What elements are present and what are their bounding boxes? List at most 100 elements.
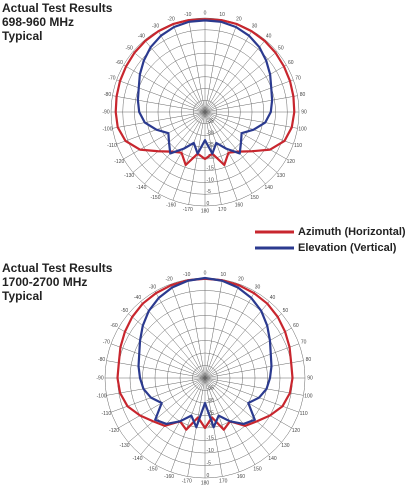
spoke: [170, 283, 206, 379]
spoke: [157, 30, 206, 113]
chart-title-line: Actual Test Results: [2, 1, 113, 15]
theta-tick-label: 160: [237, 474, 246, 480]
spoke: [204, 313, 282, 379]
r-tick-label: -10: [207, 177, 214, 183]
legend-label: Elevation (Vertical): [298, 242, 397, 254]
theta-tick-label: -30: [149, 284, 156, 290]
theta-tick-label: 20: [238, 277, 244, 283]
theta-tick-label: 80: [306, 357, 312, 363]
legend-label: Azimuth (Horizontal): [298, 226, 406, 238]
theta-tick-label: -140: [132, 456, 142, 462]
spoke: [116, 79, 206, 113]
r-tick-label: -5: [207, 189, 212, 195]
r-tick-label: -20: [207, 423, 214, 429]
theta-tick-label: -150: [147, 466, 157, 472]
spoke: [170, 377, 206, 473]
theta-tick-label: -80: [104, 92, 111, 98]
r-tick-label: -20: [207, 154, 214, 160]
theta-tick-label: -10: [183, 272, 190, 278]
pattern-line: [116, 277, 294, 431]
spoke: [204, 377, 304, 396]
spoke: [204, 111, 266, 185]
theta-tick-label: 30: [252, 24, 258, 30]
theta-tick-label: -60: [110, 323, 117, 329]
spoke: [144, 111, 206, 185]
theta-tick-label: 170: [219, 479, 228, 485]
theta-tick-label: 130: [277, 173, 286, 179]
spoke: [204, 111, 238, 201]
theta-tick-label: 110: [300, 411, 308, 417]
r-tick-label: -15: [207, 435, 214, 441]
theta-tick-label: -130: [124, 173, 134, 179]
spoke: [128, 377, 206, 443]
chart-title-line: 1700-2700 MHz: [2, 275, 87, 289]
theta-tick-label: -160: [166, 202, 176, 208]
theta-tick-label: 90: [301, 109, 307, 115]
pattern-line: [136, 19, 274, 155]
spoke: [204, 377, 240, 473]
theta-tick-label: 10: [220, 272, 226, 278]
r-tick-label: 0: [207, 201, 210, 207]
spoke: [112, 111, 206, 129]
spoke: [204, 377, 270, 455]
spoke: [204, 377, 282, 443]
spoke: [118, 327, 206, 379]
spoke: [204, 283, 240, 379]
theta-tick-label: -90: [96, 375, 103, 381]
theta-tick-label: 50: [283, 308, 289, 314]
spoke: [204, 51, 278, 113]
theta-tick-label: 180: [201, 208, 210, 214]
spoke: [204, 95, 298, 113]
theta-tick-label: -170: [182, 479, 192, 485]
theta-tick-label: 60: [293, 323, 299, 329]
theta-tick-label: -40: [138, 33, 145, 39]
spoke: [204, 279, 223, 379]
spoke: [106, 377, 206, 396]
theta-tick-label: 70: [301, 339, 307, 345]
theta-tick-label: 150: [253, 466, 262, 472]
theta-tick-label: 70: [295, 75, 301, 81]
theta-tick-label: 60: [288, 60, 294, 66]
theta-tick-label: 130: [281, 443, 290, 449]
spoke: [140, 377, 206, 455]
theta-tick-label: -10: [184, 12, 191, 18]
r-tick-label: -35: [207, 119, 214, 125]
theta-tick-label: -100: [102, 127, 112, 133]
chart-title-line: 698-960 MHz: [2, 15, 74, 29]
theta-tick-label: 180: [201, 480, 210, 486]
theta-tick-label: -70: [103, 339, 110, 345]
theta-tick-label: -50: [126, 46, 133, 52]
r-tick-label: -15: [207, 166, 214, 172]
r-tick-label: 0: [207, 473, 210, 479]
theta-tick-label: 40: [266, 33, 272, 39]
theta-tick-label: 100: [298, 127, 307, 133]
spoke: [123, 111, 206, 160]
theta-tick-label: -60: [116, 60, 123, 66]
theta-tick-label: 140: [264, 185, 273, 191]
spoke: [204, 327, 292, 379]
theta-tick-label: 30: [255, 284, 261, 290]
theta-tick-label: 170: [218, 207, 227, 213]
spoke: [204, 343, 300, 379]
spoke: [187, 279, 206, 379]
theta-tick-label: -40: [134, 295, 141, 301]
theta-tick-label: 10: [219, 12, 225, 18]
theta-tick-label: 80: [300, 92, 306, 98]
spoke: [144, 39, 206, 113]
theta-tick-label: 110: [294, 143, 302, 149]
spoke: [106, 360, 206, 379]
spoke: [123, 64, 206, 113]
spoke: [204, 30, 253, 113]
spoke: [204, 19, 222, 113]
theta-tick-label: -140: [136, 185, 146, 191]
theta-tick-label: 160: [235, 202, 244, 208]
theta-tick-label: 0: [204, 270, 207, 276]
spoke: [172, 111, 206, 201]
r-tick-label: -30: [207, 130, 214, 136]
theta-tick-label: -170: [183, 207, 193, 213]
theta-tick-label: -110: [102, 411, 112, 417]
spoke: [204, 301, 270, 379]
theta-tick-label: 20: [236, 16, 242, 22]
theta-tick-label: 0: [204, 10, 207, 16]
spoke: [204, 111, 294, 145]
